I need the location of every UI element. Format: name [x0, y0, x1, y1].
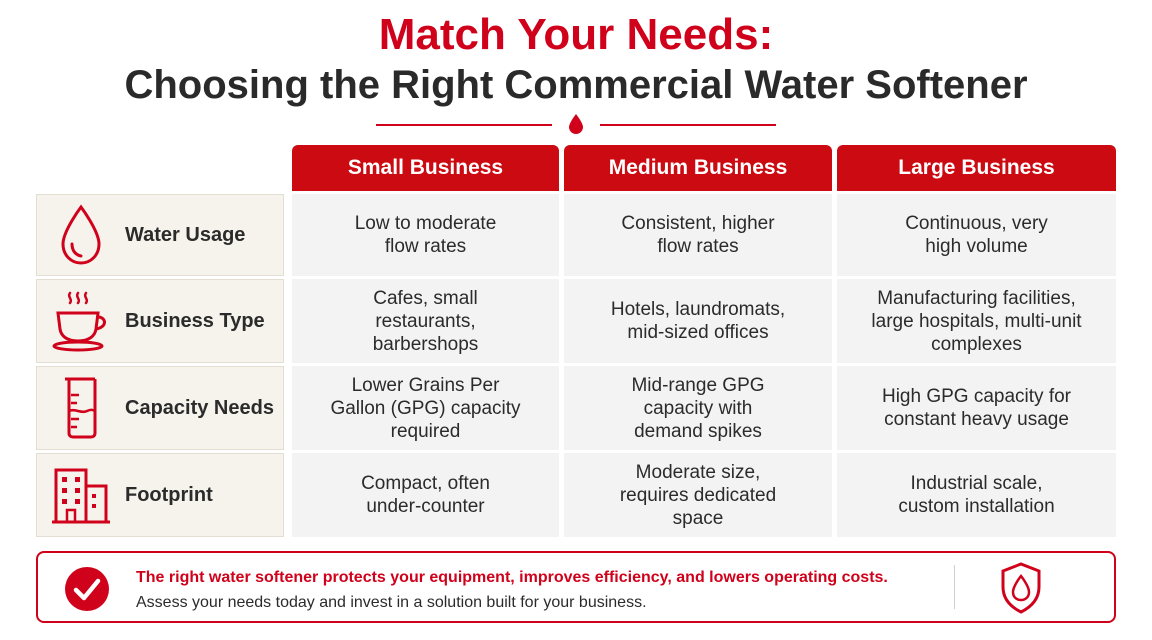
cell-line: large hospitals, multi-unit	[871, 310, 1082, 332]
cell-line: custom installation	[898, 496, 1055, 517]
cell-capacity-needs-large: High GPG capacity for constant heavy usag…	[837, 366, 1116, 450]
cell-line: space	[672, 507, 724, 529]
cell-line: flow rates	[657, 236, 739, 257]
summary-subline: Assess your needs today and invest in a …	[136, 594, 647, 611]
panel-divider	[954, 565, 955, 609]
cell-line: complexes	[931, 333, 1022, 355]
page-title: Match Your Needs:	[378, 10, 774, 59]
cell-water-usage-large: Continuous, very high volume	[837, 194, 1116, 276]
cell-line: Continuous, very	[905, 213, 1048, 234]
cell-line: Gallon (GPG) capacity	[330, 397, 521, 419]
building-icon	[52, 468, 110, 524]
row-label-capacity-needs: Capacity Needs	[36, 366, 284, 450]
column-header-small: Small Business	[292, 145, 559, 191]
cell-line: Mid-range GPG	[631, 374, 765, 396]
cell-line: restaurants,	[375, 310, 476, 332]
row-label-text: Footprint	[125, 483, 213, 506]
cell-text: High GPG capacity for constant heavy usag…	[882, 385, 1071, 431]
cell-line: under-counter	[366, 496, 485, 517]
cell-text: Cafes, small restaurants, barbershops	[373, 287, 479, 356]
cell-line: high volume	[925, 236, 1028, 257]
cell-business-type-medium: Hotels, laundromats, mid-sized offices	[564, 279, 832, 363]
divider-drop-icon	[569, 114, 583, 134]
cell-capacity-needs-medium: Mid-range GPG capacity with demand spikes	[564, 366, 832, 450]
cell-footprint-medium: Moderate size, requires dedicated space	[564, 453, 832, 537]
cell-text: Lower Grains Per Gallon (GPG) capacity req…	[330, 374, 520, 443]
cell-text: Industrial scale, custom installation	[898, 472, 1054, 518]
water-drop-icon	[61, 204, 101, 265]
cell-line: required	[390, 420, 461, 442]
coffee-cup-icon	[52, 291, 106, 352]
cell-line: Compact, often	[361, 473, 490, 494]
cell-text: Continuous, very high volume	[905, 212, 1048, 258]
cell-water-usage-medium: Consistent, higher flow rates	[564, 194, 832, 276]
cell-line: Hotels, laundromats,	[610, 299, 786, 320]
cell-line: requires dedicated	[619, 484, 777, 506]
cell-text: Compact, often under-counter	[361, 472, 490, 518]
cell-footprint-large: Industrial scale, custom installation	[837, 453, 1116, 537]
row-label-text: Capacity Needs	[125, 396, 274, 419]
cell-line: Low to moderate	[354, 213, 497, 234]
cell-line: constant heavy usage	[884, 409, 1069, 430]
summary-panel: The right water softener protects your e…	[36, 551, 1116, 623]
cell-line: Manufacturing facilities,	[877, 287, 1076, 309]
cell-line: Lower Grains Per	[351, 374, 500, 396]
summary-headline: The right water softener protects your e…	[136, 569, 888, 586]
row-label-text: Water Usage	[125, 223, 246, 246]
page-subtitle: Choosing the Right Commercial Water Soft…	[124, 63, 1028, 107]
cell-text: Mid-range GPG capacity with demand spikes	[631, 374, 764, 443]
cell-line: Cafes, small	[373, 287, 478, 309]
row-label-business-type: Business Type	[36, 279, 284, 363]
cell-line: barbershops	[372, 333, 479, 355]
cell-line: Consistent, higher	[621, 213, 775, 234]
cell-text: Consistent, higher flow rates	[621, 212, 774, 258]
beaker-icon	[65, 377, 97, 439]
cell-line: capacity with	[643, 397, 753, 419]
column-header-medium: Medium Business	[564, 145, 832, 191]
cell-water-usage-small: Low to moderate flow rates	[292, 194, 559, 276]
row-label-water-usage: Water Usage	[36, 194, 284, 276]
cell-line: mid-sized offices	[627, 322, 769, 343]
cell-line: High GPG capacity for	[881, 386, 1072, 407]
cell-line: Industrial scale,	[910, 473, 1043, 494]
cell-line: demand spikes	[634, 420, 762, 442]
cell-footprint-small: Compact, often under-counter	[292, 453, 559, 537]
cell-line: Moderate size,	[635, 461, 761, 483]
cell-business-type-large: Manufacturing facilities, large hospitals…	[837, 279, 1116, 363]
cell-text: Hotels, laundromats, mid-sized offices	[611, 298, 785, 344]
column-header-large: Large Business	[837, 145, 1116, 191]
cell-text: Low to moderate flow rates	[355, 212, 497, 258]
cell-text: Manufacturing facilities, large hospitals…	[871, 287, 1081, 356]
title-divider	[376, 112, 776, 136]
cell-capacity-needs-small: Lower Grains Per Gallon (GPG) capacity req…	[292, 366, 559, 450]
row-label-text: Business Type	[125, 309, 265, 332]
cell-business-type-small: Cafes, small restaurants, barbershops	[292, 279, 559, 363]
cell-line: flow rates	[384, 236, 467, 257]
row-label-footprint: Footprint	[36, 453, 284, 537]
cell-text: Moderate size, requires dedicated space	[620, 461, 776, 530]
shield-drop-icon	[1001, 562, 1041, 614]
checkmark-icon	[65, 567, 109, 611]
